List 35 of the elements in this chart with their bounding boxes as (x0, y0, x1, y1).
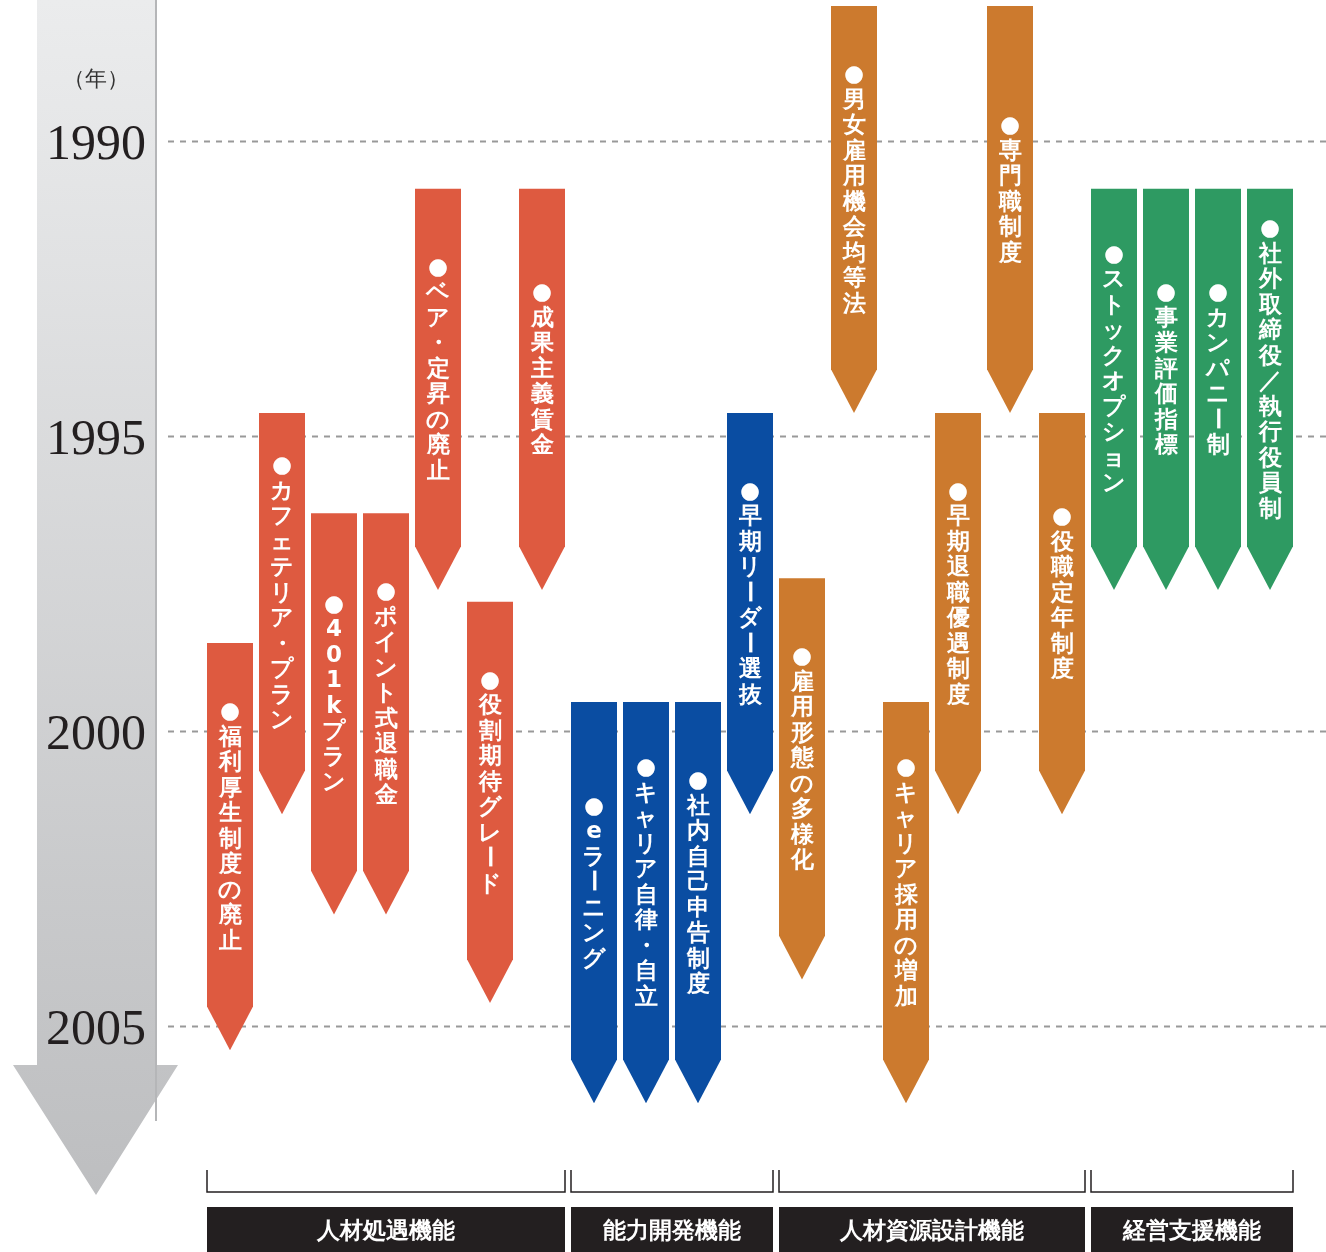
text: 人材資源設計機能 (839, 1217, 1024, 1243)
category-label: ●カフェテリア・プラン (270, 451, 294, 733)
y-tick-label: 2005 (46, 998, 146, 1055)
x-tick-label: ●成果主義賃金 (529, 278, 554, 458)
category-label: ●キャリア採用の増加 (894, 753, 918, 1009)
bar (571, 702, 617, 1104)
x-tick-label: ●事業評価指標 (1153, 278, 1178, 458)
bar (1195, 188, 1241, 590)
bar (1091, 188, 1137, 590)
x-tick-label: ●eラーニング (581, 791, 607, 971)
category-label: ●ストックオプション (1102, 239, 1126, 496)
category-label: ●早期リーダー選抜 (737, 476, 763, 707)
category-label: ●雇用形態の多様化 (790, 642, 814, 873)
y-tick-label: 1995 (46, 408, 146, 465)
category-label: ●ポイント式退職金 (374, 577, 398, 808)
category-label: ●役割期待グレード (477, 665, 503, 896)
y-axis-title: （年） (63, 66, 129, 91)
x-tick-label: ●専門職制度 (997, 111, 1022, 265)
category-label: ●早期退職優遇制度 (946, 476, 970, 707)
category-label: ●福利厚生制度の廃止 (218, 697, 242, 953)
category-label: ●男女雇用機会均等法 (842, 60, 866, 316)
category-label: ●キャリア自律・自立 (634, 753, 658, 1009)
bar (311, 513, 357, 915)
bar (259, 413, 305, 815)
x-tick-label: ●401kプラン (322, 589, 347, 795)
y-tick-label: 2000 (46, 703, 146, 760)
text: 能力開発機能 (603, 1217, 741, 1243)
category-label: ●社外取締役／執行役員制 (1258, 214, 1282, 521)
y-tick-label: 1990 (46, 113, 146, 170)
category-label: ●ベア・定昇の廃止 (426, 252, 450, 483)
text: 人材処遇機能 (316, 1217, 455, 1243)
x-tick-label: ●カンパニー制 (1204, 278, 1231, 458)
text: 経営支援機能 (1122, 1217, 1261, 1243)
category-label: ●社内自己申告制度 (686, 766, 710, 997)
x-tick-label: ●役職定年制度 (1049, 502, 1074, 682)
